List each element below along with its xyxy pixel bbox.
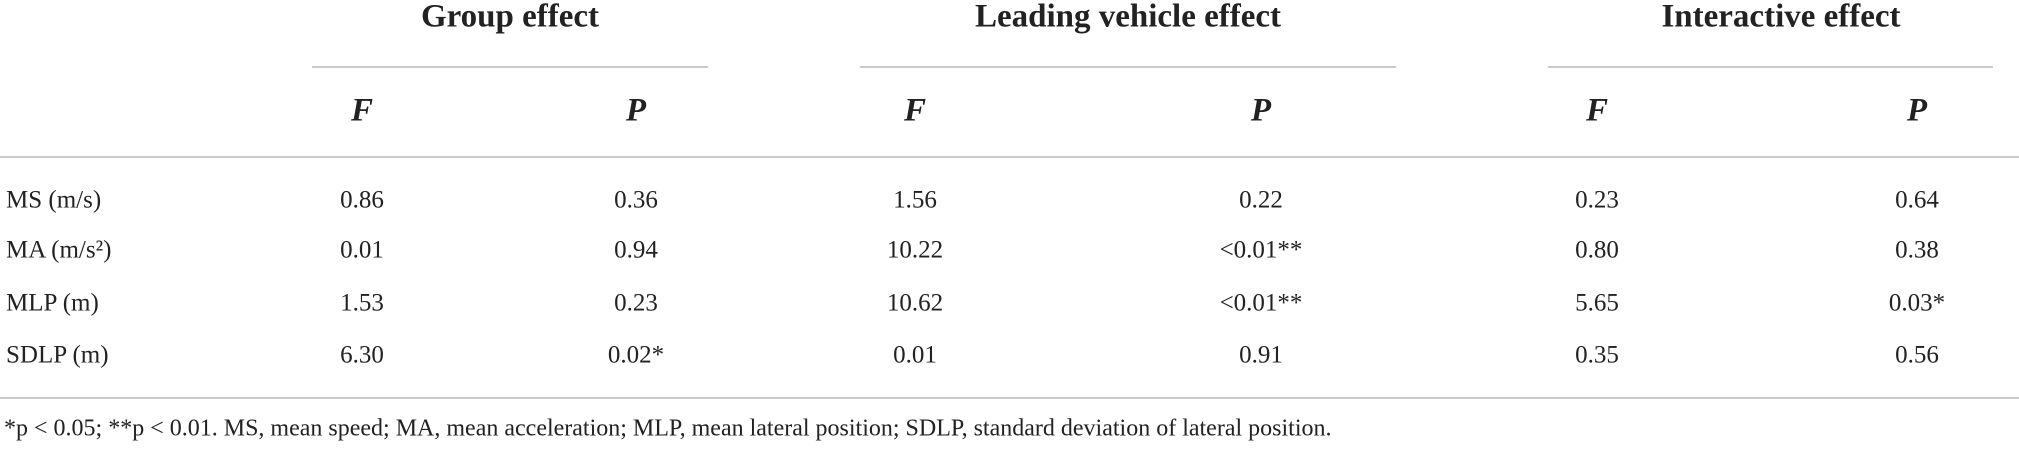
cell: 0.64 bbox=[1895, 187, 1939, 214]
cell: 1.53 bbox=[340, 290, 384, 317]
row-label: MLP (m) bbox=[6, 290, 99, 317]
column-header: P bbox=[1906, 93, 1928, 129]
column-header: F bbox=[350, 93, 373, 129]
cell: 0.02* bbox=[608, 342, 664, 369]
cell: 0.01 bbox=[893, 342, 937, 369]
group-header: Interactive effect bbox=[1661, 0, 1900, 35]
row-label: MS (m/s) bbox=[6, 187, 101, 214]
footnote: *p < 0.05; **p < 0.01. MS, mean speed; M… bbox=[4, 416, 1332, 442]
cell: 0.35 bbox=[1575, 342, 1619, 369]
cell: 10.22 bbox=[887, 237, 943, 264]
cell: 0.23 bbox=[614, 290, 658, 317]
cell: 0.36 bbox=[614, 187, 658, 214]
cell: 0.01 bbox=[340, 237, 384, 264]
cell: 0.91 bbox=[1239, 342, 1283, 369]
cell: 0.22 bbox=[1239, 187, 1283, 214]
cell: <0.01** bbox=[1220, 290, 1303, 317]
column-header: P bbox=[1250, 93, 1272, 129]
cell: 6.30 bbox=[340, 342, 384, 369]
cell: 0.03* bbox=[1889, 290, 1945, 317]
column-header: F bbox=[1585, 93, 1608, 129]
row-label: SDLP (m) bbox=[6, 342, 109, 369]
cell: 0.38 bbox=[1895, 237, 1939, 264]
cell: 1.56 bbox=[893, 187, 937, 214]
cell: 5.65 bbox=[1575, 290, 1619, 317]
cell: 0.86 bbox=[340, 187, 384, 214]
cell: 0.80 bbox=[1575, 237, 1619, 264]
cell: 0.56 bbox=[1895, 342, 1939, 369]
row-label: MA (m/s²) bbox=[6, 237, 111, 264]
column-header: P bbox=[625, 93, 647, 129]
column-header: F bbox=[903, 93, 926, 129]
cell: 10.62 bbox=[887, 290, 943, 317]
cell: 0.23 bbox=[1575, 187, 1619, 214]
group-header: Group effect bbox=[421, 0, 599, 35]
group-header: Leading vehicle effect bbox=[975, 0, 1281, 35]
cell: 0.94 bbox=[614, 237, 658, 264]
cell: <0.01** bbox=[1220, 237, 1303, 264]
